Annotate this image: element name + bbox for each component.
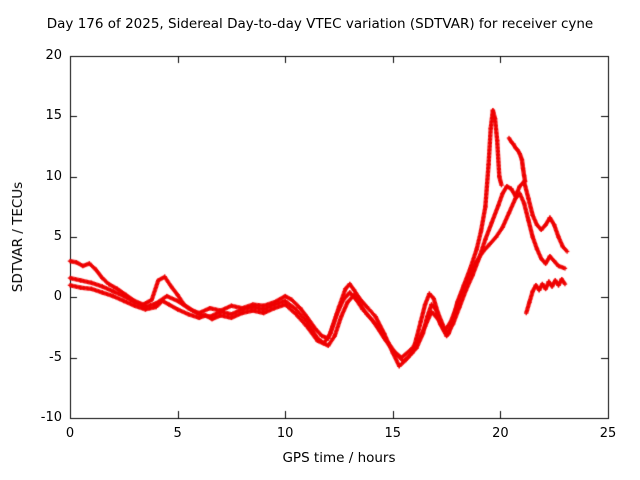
x-tick-label: 5 <box>173 426 182 441</box>
y-tick-label: 15 <box>45 108 62 124</box>
x-tick-label: 25 <box>599 426 617 441</box>
x-tick-label: 10 <box>276 426 294 441</box>
x-tick-label: 15 <box>384 426 402 441</box>
y-tick-label: -5 <box>49 349 62 365</box>
y-tick-label: 10 <box>45 168 62 184</box>
y-tick-label: 5 <box>53 229 62 244</box>
y-tick-label: 0 <box>53 289 62 305</box>
y-tick-label: 20 <box>45 48 62 63</box>
y-tick-label: -10 <box>40 410 62 425</box>
x-axis-label: GPS time / hours <box>282 450 396 466</box>
x-tick-label: 0 <box>65 426 75 441</box>
chart-title: Day 176 of 2025, Sidereal Day-to-day VTE… <box>46 16 594 32</box>
x-tick-label: 20 <box>492 426 509 441</box>
